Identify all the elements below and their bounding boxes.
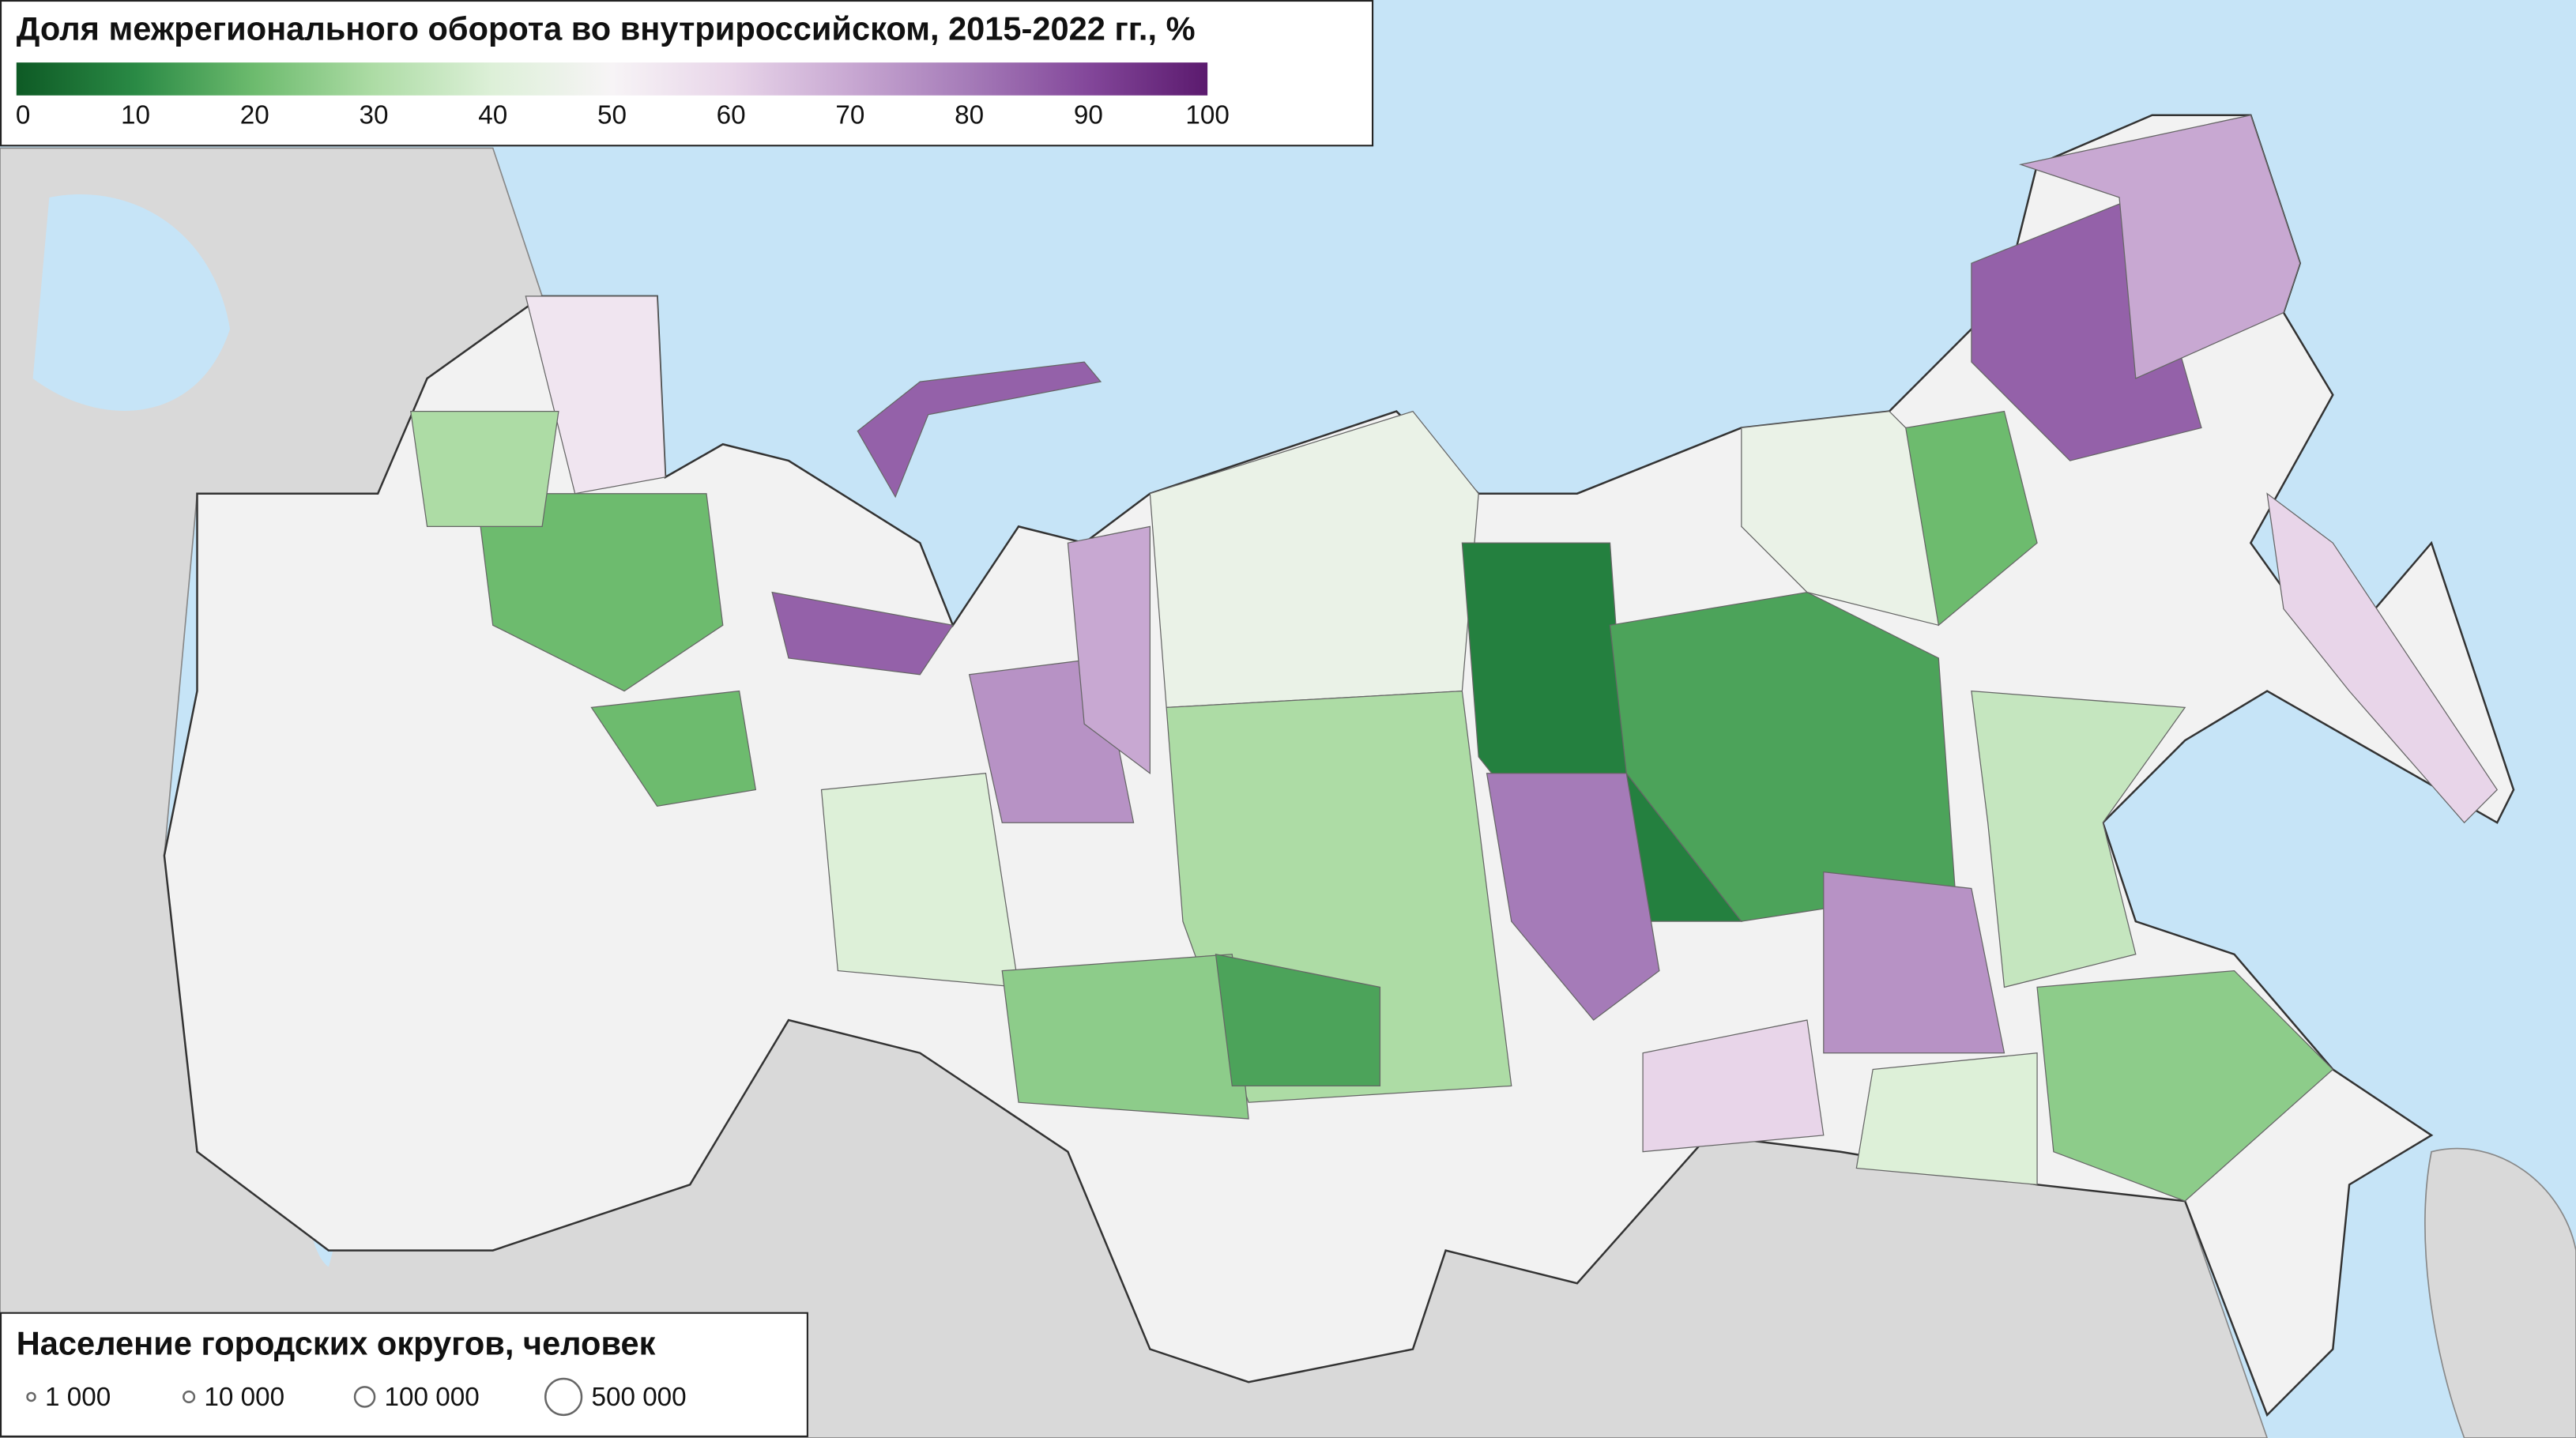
size-legend-circle	[544, 1377, 583, 1417]
region	[525, 296, 666, 495]
region	[1001, 954, 1249, 1120]
colorbar-tick-label: 60	[717, 101, 746, 130]
size-legend-label: 100 000	[385, 1383, 480, 1412]
region	[2036, 969, 2334, 1202]
size-legend-circle	[26, 1391, 36, 1402]
region	[1855, 1052, 2038, 1185]
colorbar-tick-label: 90	[1074, 101, 1103, 130]
region	[476, 493, 724, 692]
regions	[410, 115, 2499, 1202]
region	[1971, 690, 2186, 988]
size-legend: Население городских округов, человек 1 0…	[0, 1312, 808, 1437]
colorbar-tick-label: 20	[240, 101, 269, 130]
colorbar-tick-label: 80	[955, 101, 984, 130]
region	[820, 773, 1019, 988]
colorbar	[16, 62, 1208, 96]
legend-box	[0, 1312, 808, 1437]
region	[857, 361, 1102, 499]
colorbar-tick-label: 50	[597, 101, 627, 130]
size-legend-circle	[183, 1390, 196, 1404]
region	[1905, 410, 2038, 627]
region	[2018, 115, 2301, 379]
size-legend-label: 500 000	[591, 1383, 686, 1412]
region	[1067, 525, 1151, 774]
region	[590, 690, 757, 807]
legend-title: Доля межрегионального оборота во внутрир…	[17, 10, 1196, 47]
region	[1215, 953, 1381, 1086]
colorbar-tick-label: 30	[359, 101, 388, 130]
size-legend-circle	[353, 1386, 376, 1408]
color-legend: Доля межрегионального оборота во внутрир…	[0, 0, 1374, 147]
size-legend-label: 1 000	[45, 1383, 111, 1412]
size-legend-label: 10 000	[204, 1383, 284, 1412]
region	[1823, 871, 2005, 1054]
region	[1486, 773, 1660, 1021]
colorbar-tick-label: 70	[835, 101, 864, 130]
colorbar-tick-label: 0	[16, 101, 31, 130]
baltic-sea	[32, 194, 231, 411]
region	[1642, 1019, 1825, 1153]
colorbar-tick-label: 10	[121, 101, 150, 130]
region	[2266, 492, 2499, 824]
region	[410, 410, 559, 527]
region	[771, 591, 954, 676]
colorbar-tick-label: 40	[478, 101, 507, 130]
colorbar-tick-label: 100	[1185, 101, 1229, 130]
legend-title: Население городских округов, человек	[17, 1324, 656, 1361]
